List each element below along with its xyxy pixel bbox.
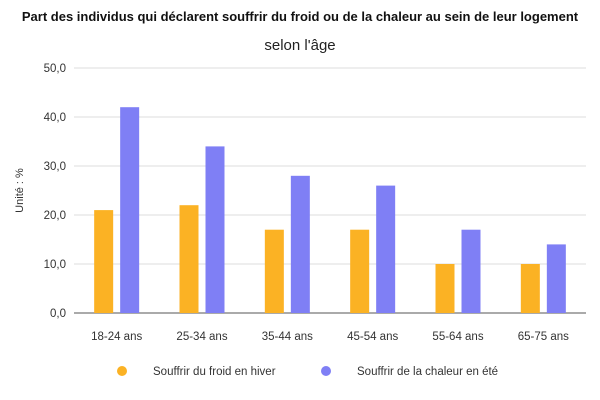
y-axis-label: Unité : % xyxy=(14,168,26,213)
bar-heat xyxy=(546,244,566,313)
bar-heat xyxy=(120,107,140,313)
x-tick-label: 45-54 ans xyxy=(347,331,398,343)
legend-marker xyxy=(117,366,127,376)
y-tick-label: 10,0 xyxy=(44,259,66,271)
bar-cold xyxy=(94,210,114,313)
y-tick-label: 50,0 xyxy=(44,63,66,75)
x-tick-label: 35-44 ans xyxy=(262,331,313,343)
bar-heat xyxy=(461,229,481,313)
y-tick-label: 20,0 xyxy=(44,210,66,222)
chart-subtitle: selon l'âge xyxy=(264,37,336,54)
y-tick-label: 40,0 xyxy=(44,112,66,124)
x-tick-label: 18-24 ans xyxy=(91,331,142,343)
bar-heat xyxy=(205,146,225,313)
bar-cold xyxy=(520,264,540,313)
y-tick-label: 0,0 xyxy=(50,308,66,320)
bar-cold xyxy=(264,229,284,313)
x-tick-label: 55-64 ans xyxy=(432,331,483,343)
bar-heat xyxy=(290,175,310,313)
bar-cold xyxy=(350,229,370,313)
legend-label: Souffrir du froid en hiver xyxy=(153,366,276,378)
bar-heat xyxy=(376,185,396,313)
x-tick-label: 65-75 ans xyxy=(518,331,569,343)
x-tick-label: 25-34 ans xyxy=(176,331,227,343)
legend-label: Souffrir de la chaleur en été xyxy=(357,366,498,378)
chart-title: Part des individus qui déclarent souffri… xyxy=(21,9,579,24)
bar-cold xyxy=(435,264,455,313)
bar-cold xyxy=(179,205,199,313)
y-tick-label: 30,0 xyxy=(44,161,66,173)
legend-marker xyxy=(321,366,331,376)
